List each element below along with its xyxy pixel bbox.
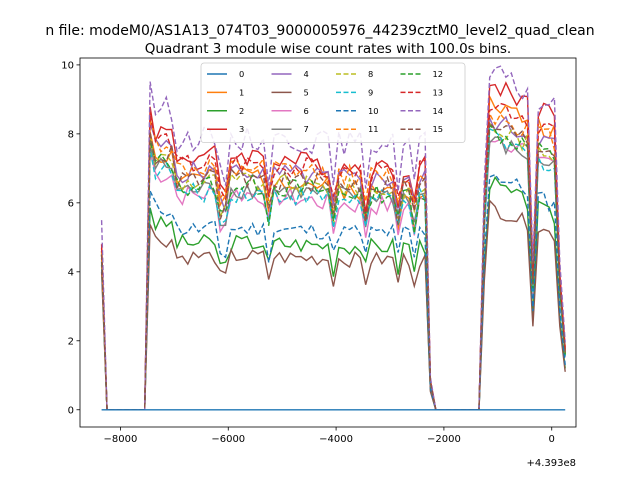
axes-frame bbox=[79, 57, 577, 428]
legend-label-9: 9 bbox=[368, 87, 373, 97]
legend-label-0: 0 bbox=[239, 69, 244, 79]
series-lines bbox=[100, 65, 566, 411]
series-line-10 bbox=[100, 173, 566, 411]
series-line-13 bbox=[100, 102, 566, 411]
legend-label-8: 8 bbox=[368, 69, 373, 79]
legend-label-5: 5 bbox=[304, 87, 309, 97]
x-tick-label: −6000 bbox=[211, 434, 245, 445]
x-tick-label: −2000 bbox=[427, 434, 461, 445]
legend-label-15: 15 bbox=[433, 124, 444, 134]
x-tick-label: −8000 bbox=[104, 434, 138, 445]
legend-label-14: 14 bbox=[433, 106, 444, 116]
series-line-9 bbox=[100, 127, 566, 411]
legend-label-12: 12 bbox=[433, 69, 444, 79]
x-tick-label: 0 bbox=[549, 434, 555, 445]
chart-title: Quadrant 3 module wise count rates with … bbox=[145, 41, 511, 57]
x-tick-label: −4000 bbox=[319, 434, 353, 445]
figure-suptitle: n file: modeM0/AS1A13_074T03_9000005976_… bbox=[45, 23, 594, 39]
x-axis: −8000 −6000 −4000 −2000 0 bbox=[104, 427, 555, 445]
y-tick-label: 4 bbox=[68, 267, 74, 278]
y-tick-label: 10 bbox=[61, 60, 74, 71]
legend-label-10: 10 bbox=[368, 106, 379, 116]
series-line-14 bbox=[100, 65, 566, 411]
x-offset-label: +4.393e8 bbox=[526, 458, 576, 469]
y-tick-label: 2 bbox=[68, 336, 74, 347]
legend-label-3: 3 bbox=[239, 124, 244, 134]
legend-label-7: 7 bbox=[304, 124, 309, 134]
series-line-5 bbox=[100, 199, 566, 411]
y-axis: 0 2 4 6 8 10 bbox=[61, 60, 80, 416]
legend-label-11: 11 bbox=[368, 124, 379, 134]
legend-label-13: 13 bbox=[433, 87, 444, 97]
legend-label-1: 1 bbox=[239, 87, 244, 97]
legend-box bbox=[200, 62, 466, 143]
legend-label-4: 4 bbox=[304, 69, 309, 79]
y-tick-label: 8 bbox=[68, 129, 74, 140]
y-tick-label: 6 bbox=[68, 198, 74, 209]
legend-label-2: 2 bbox=[239, 106, 244, 116]
y-tick-label: 0 bbox=[68, 405, 74, 416]
series-line-15 bbox=[100, 120, 566, 411]
series-line-2 bbox=[100, 175, 566, 411]
legend-label-6: 6 bbox=[304, 106, 309, 116]
